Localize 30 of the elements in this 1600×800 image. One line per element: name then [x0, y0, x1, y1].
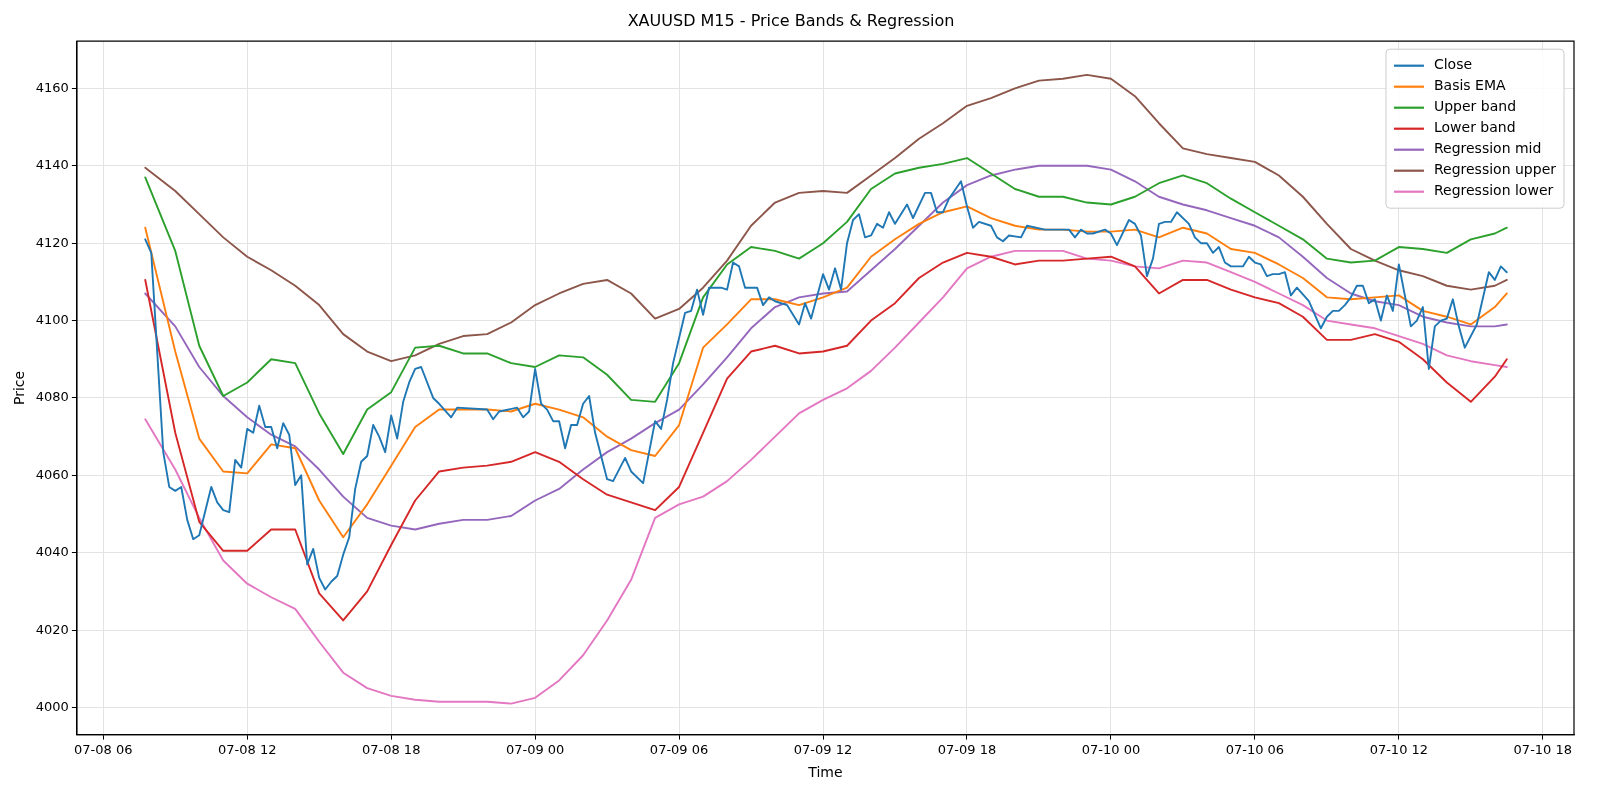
legend-label: Lower band: [1433, 119, 1516, 136]
y-tick-label: 4080: [35, 389, 69, 405]
x-tick-label: 07-10 18: [1513, 741, 1573, 757]
x-tick-label: 07-09 00: [505, 741, 565, 757]
x-tick-label: 07-09 12: [793, 741, 853, 757]
y-tick-label: 4100: [35, 311, 69, 327]
legend-label: Basis EMA: [1433, 77, 1506, 94]
y-tick-label: 4060: [35, 466, 69, 482]
legend-label: Regression lower: [1433, 182, 1554, 199]
x-tick-label: 07-10 00: [1081, 741, 1141, 757]
x-tick-label: 07-09 06: [649, 741, 709, 757]
y-tick-label: 4020: [35, 621, 69, 637]
x-tick-label: 07-10 12: [1369, 741, 1429, 757]
x-axis-title: Time: [807, 764, 843, 781]
legend-label: Close: [1433, 56, 1473, 73]
x-tick-label: 07-08 06: [74, 741, 133, 757]
y-tick-label: 4120: [35, 234, 69, 250]
chart-title: XAUUSD M15 - Price Bands & Regression: [627, 10, 955, 30]
x-tick-label: 07-10 06: [1225, 741, 1285, 757]
legend-label: Regression mid: [1433, 140, 1542, 157]
x-tick-label: 07-08 18: [361, 741, 421, 757]
x-tick-label: 07-08 12: [218, 741, 277, 757]
y-tick-label: 4000: [35, 698, 69, 714]
y-tick-label: 4040: [35, 544, 69, 560]
x-tick-label: 07-09 18: [937, 741, 997, 757]
y-axis-title: Price: [11, 370, 28, 405]
legend-label: Upper band: [1433, 98, 1517, 115]
y-tick-label: 4140: [35, 157, 69, 173]
legend-label: Regression upper: [1433, 161, 1557, 178]
y-tick-label: 4160: [35, 79, 69, 95]
